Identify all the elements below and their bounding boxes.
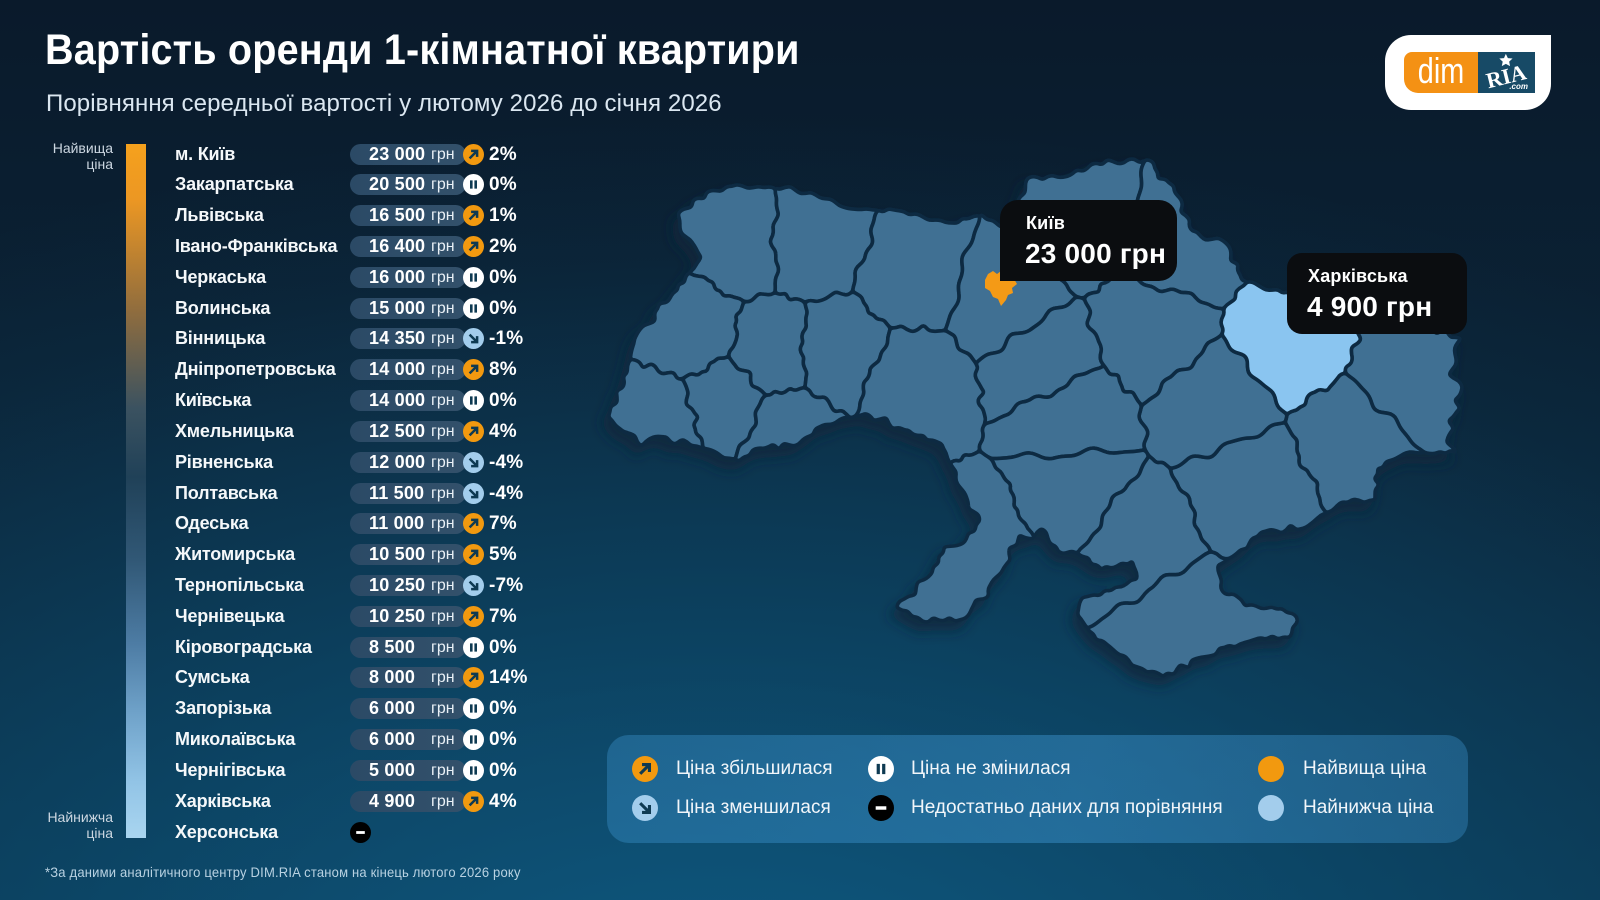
svg-text:.com: .com [1509, 82, 1528, 91]
